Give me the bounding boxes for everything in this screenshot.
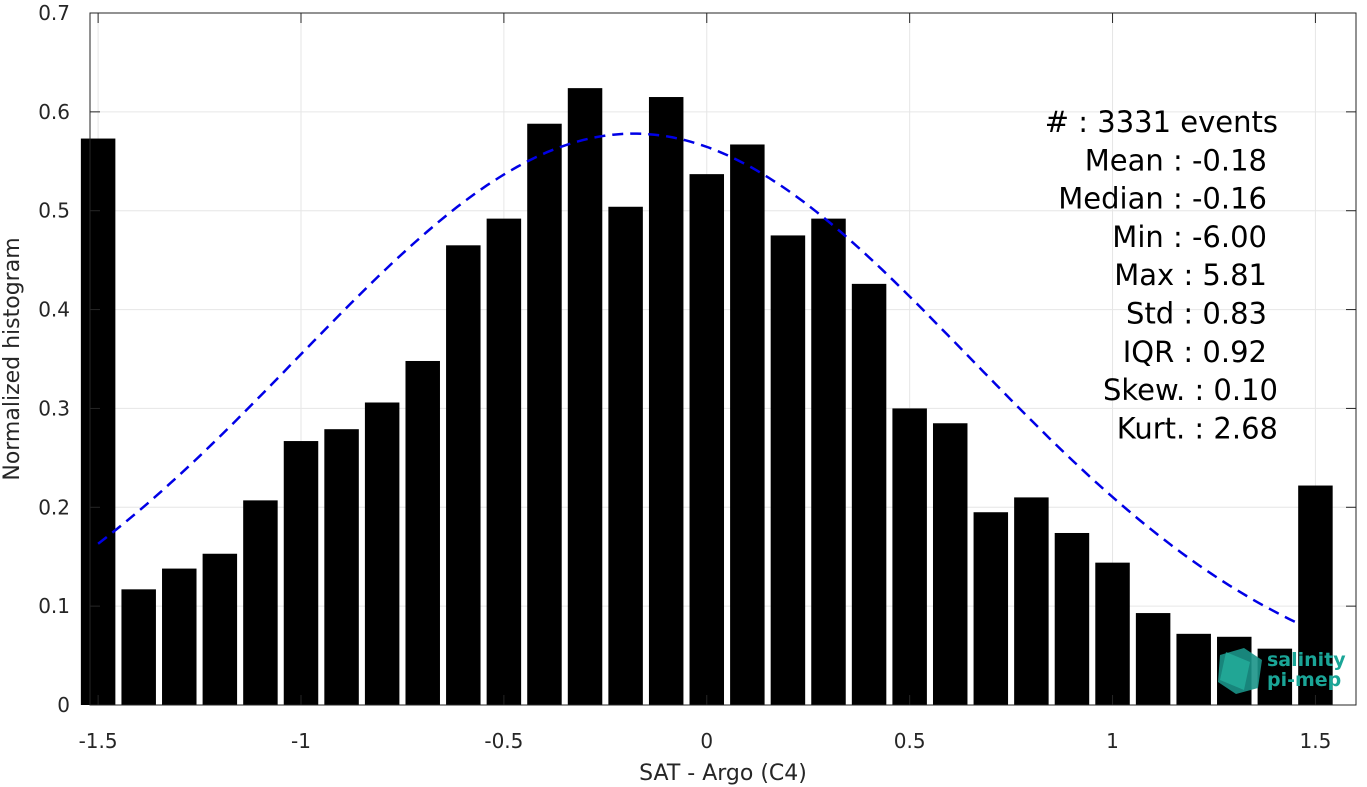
histogram-bar bbox=[1054, 532, 1090, 705]
x-tick-label: -1 bbox=[291, 729, 311, 753]
histogram-bar bbox=[364, 402, 400, 705]
y-tick-label: 0.2 bbox=[38, 495, 70, 519]
histogram-bar bbox=[446, 245, 481, 706]
x-tick-label: 0.5 bbox=[894, 729, 926, 753]
x-tick-label: -1.5 bbox=[79, 729, 118, 753]
y-tick-label: 0.4 bbox=[38, 298, 70, 322]
histogram-bar bbox=[405, 360, 440, 705]
statistics-annotation: # : 3331 events Mean : -0.18 Median : -0.1… bbox=[1045, 105, 1278, 445]
logo-line2: pi-mep bbox=[1267, 669, 1341, 691]
histogram-bar bbox=[162, 568, 197, 705]
histogram-bar bbox=[324, 429, 359, 705]
stat-line: Mean : -0.18 bbox=[1085, 143, 1267, 177]
histogram-bar bbox=[80, 138, 116, 705]
histogram-bar bbox=[770, 235, 806, 705]
stat-line: Max : 5.81 bbox=[1114, 258, 1267, 292]
y-axis-label: Normalized histogram bbox=[0, 237, 25, 480]
histogram-bar bbox=[1135, 613, 1171, 705]
x-tick-label: -0.5 bbox=[484, 729, 523, 753]
histogram-bar bbox=[121, 589, 156, 705]
histogram-bar bbox=[1298, 485, 1333, 705]
histogram-bar bbox=[689, 174, 725, 705]
x-tick-label: 1.5 bbox=[1300, 729, 1332, 753]
histogram-bar bbox=[1257, 648, 1293, 705]
histogram-bar bbox=[608, 206, 643, 705]
x-tick-label: 0 bbox=[700, 729, 713, 753]
stat-line: Min : -6.00 bbox=[1112, 220, 1267, 254]
histogram-bar bbox=[283, 441, 319, 705]
histogram-bar bbox=[973, 512, 1009, 705]
stat-line: # : 3331 events bbox=[1045, 105, 1278, 139]
histogram-bars bbox=[80, 88, 1333, 706]
histogram-bar bbox=[567, 88, 603, 706]
histogram-bar bbox=[1014, 497, 1049, 705]
x-axis-label: SAT - Argo (C4) bbox=[639, 761, 807, 786]
plot-frame bbox=[89, 12, 1357, 706]
histogram-bar bbox=[851, 283, 887, 705]
histogram-bar bbox=[892, 408, 927, 705]
stat-line: Skew. : 0.10 bbox=[1103, 373, 1278, 407]
histogram-bar bbox=[486, 218, 522, 705]
salinity-pimep-logo: salinity pi-mep bbox=[1218, 648, 1346, 694]
x-tick-label: 1 bbox=[1106, 729, 1119, 753]
y-tick-label: 0.6 bbox=[38, 100, 70, 124]
stat-line: IQR : 0.92 bbox=[1123, 335, 1267, 369]
gaussian-fit-curve bbox=[97, 132, 1296, 624]
histogram-bar bbox=[648, 97, 684, 706]
histogram-bar bbox=[932, 423, 968, 705]
stat-line: Kurt. : 2.68 bbox=[1117, 411, 1278, 445]
histogram-bar bbox=[1176, 633, 1211, 705]
y-tick-label: 0.5 bbox=[38, 199, 70, 223]
axis-ticks: -1.5 -1 -0.5 0 0.5 1 1.5 0 0.1 0.2 0.3 0.4 0.5 0.6 0.7 bbox=[38, 1, 1356, 753]
y-tick-label: 0.3 bbox=[38, 396, 70, 420]
histogram-bar bbox=[243, 500, 278, 705]
stat-line: Median : -0.16 bbox=[1058, 182, 1267, 216]
logo-mark-facet bbox=[1220, 652, 1250, 690]
y-tick-label: 0.7 bbox=[38, 1, 70, 25]
histogram-bar bbox=[527, 123, 562, 706]
y-tick-label: 0 bbox=[57, 693, 70, 717]
logo-line1: salinity bbox=[1267, 649, 1346, 671]
histogram-bar bbox=[730, 144, 765, 706]
histogram-bar bbox=[202, 553, 238, 705]
histogram-bar bbox=[811, 218, 846, 705]
histogram-bar bbox=[1095, 562, 1130, 705]
y-tick-label: 0.1 bbox=[38, 594, 70, 618]
stat-line: Std : 0.83 bbox=[1126, 297, 1267, 331]
